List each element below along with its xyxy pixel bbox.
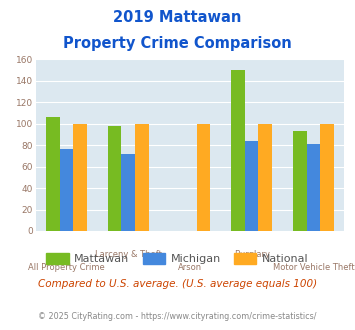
Bar [245, 141, 258, 231]
Text: Motor Vehicle Theft: Motor Vehicle Theft [273, 263, 354, 272]
Bar [258, 124, 272, 231]
Text: Property Crime Comparison: Property Crime Comparison [63, 36, 292, 51]
Text: Arson: Arson [178, 263, 202, 272]
Text: 2019 Mattawan: 2019 Mattawan [113, 10, 242, 25]
Bar [121, 154, 135, 231]
Legend: Mattawan, Michigan, National: Mattawan, Michigan, National [42, 248, 313, 268]
Text: Burglary: Burglary [234, 250, 270, 259]
Bar [320, 124, 334, 231]
Text: Compared to U.S. average. (U.S. average equals 100): Compared to U.S. average. (U.S. average … [38, 279, 317, 289]
Text: © 2025 CityRating.com - https://www.cityrating.com/crime-statistics/: © 2025 CityRating.com - https://www.city… [38, 312, 317, 321]
Bar [108, 126, 121, 231]
Bar [231, 70, 245, 231]
Bar [60, 149, 73, 231]
Bar [197, 124, 210, 231]
Text: All Property Crime: All Property Crime [28, 263, 105, 272]
Bar [46, 117, 60, 231]
Bar [73, 124, 87, 231]
Text: Larceny & Theft: Larceny & Theft [95, 250, 162, 259]
Bar [293, 131, 307, 231]
Bar [307, 144, 320, 231]
Bar [135, 124, 148, 231]
